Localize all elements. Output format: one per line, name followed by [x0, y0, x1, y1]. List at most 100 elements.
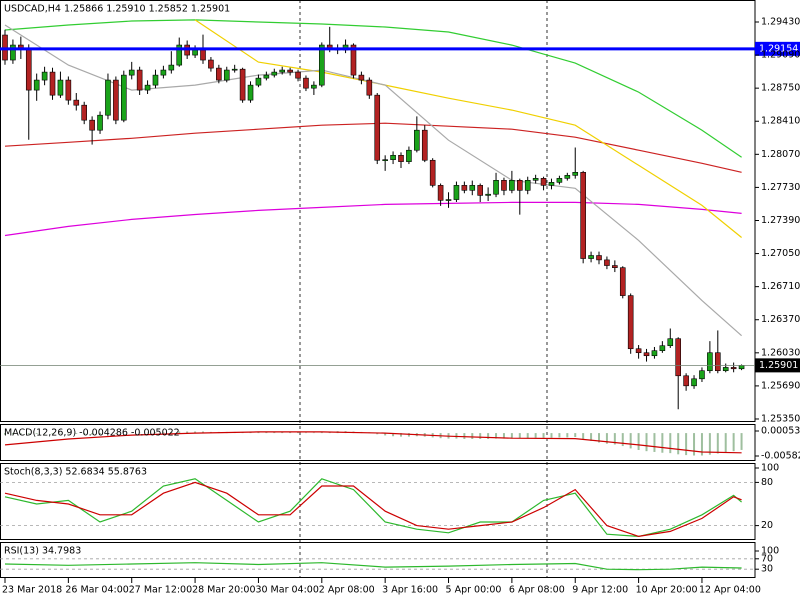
candle-body	[509, 180, 515, 191]
indicator-line	[4, 481, 742, 538]
panel-frame	[0, 463, 756, 540]
candle-body	[477, 185, 484, 196]
candle-body	[675, 338, 682, 377]
x-tick-label: 26 Mar 04:00	[65, 585, 128, 596]
candle-body	[374, 94, 381, 161]
candle-body	[390, 154, 396, 160]
candle-body	[493, 180, 499, 195]
candle-body	[651, 350, 658, 357]
y-tick-label: 1.26710	[761, 281, 800, 292]
x-tick-label: 6 Apr 08:00	[509, 585, 565, 596]
candle-body	[255, 77, 262, 86]
last-price-label: 1.25901	[759, 360, 798, 371]
candle-body	[659, 345, 666, 351]
candle-body	[667, 338, 674, 347]
candle-body	[287, 69, 293, 73]
candle-body	[485, 193, 491, 196]
candle-body	[501, 180, 507, 191]
candle-body	[89, 119, 95, 131]
y-tick-label: 1.27730	[761, 182, 800, 193]
panel-frame	[0, 542, 756, 578]
candle-body	[580, 172, 586, 259]
y-tick-label: 1.26370	[761, 314, 800, 325]
candle-body	[318, 44, 325, 86]
candle-body	[192, 49, 198, 56]
candle-body	[714, 352, 721, 372]
candle-body	[176, 44, 183, 66]
panel-frame	[0, 424, 756, 461]
y-tick-label: 1.29090	[761, 50, 800, 61]
candle-body	[25, 47, 32, 91]
x-tick-label: 3 Apr 16:00	[382, 585, 438, 596]
candle-body	[612, 265, 618, 268]
indicator-line	[4, 24, 742, 337]
y-tick-label: 1.25690	[761, 380, 800, 391]
x-tick-label: 12 Apr 04:00	[699, 585, 761, 596]
indicator-line	[4, 431, 742, 454]
candle-body	[279, 69, 286, 73]
panel-title: RSI(13) 34.7983	[4, 546, 81, 557]
candle-body	[208, 59, 214, 69]
candle-body	[121, 74, 127, 121]
candle-body	[49, 71, 56, 96]
candle-body	[619, 267, 626, 296]
candle-body	[73, 99, 80, 106]
candle-body	[564, 175, 571, 179]
candle-body	[572, 172, 579, 176]
candle-body	[231, 68, 238, 71]
candle-body	[311, 84, 317, 89]
candle-body	[128, 69, 135, 76]
y-tick-label: 100	[761, 546, 779, 557]
candle-body	[358, 74, 365, 81]
candle-body	[643, 352, 650, 357]
candle-body	[41, 71, 48, 81]
candle-body	[635, 348, 642, 354]
candle-body	[524, 180, 531, 191]
indicator-line	[4, 122, 742, 173]
y-tick-label: 20	[761, 520, 773, 531]
panel-frame	[0, 0, 756, 422]
candle-body	[271, 71, 278, 76]
y-tick-label: -0.005828	[761, 451, 800, 462]
candle-body	[414, 129, 420, 151]
candle-body	[263, 74, 270, 79]
candle-body	[366, 79, 373, 96]
y-tick-label: 1.28410	[761, 116, 800, 127]
candle-body	[105, 79, 111, 116]
candle-body	[33, 79, 40, 91]
candle-body	[469, 185, 476, 191]
candle-body	[683, 375, 689, 387]
candle-body	[65, 79, 72, 101]
candle-body	[691, 378, 697, 387]
candle-body	[136, 69, 143, 91]
candle-body	[540, 178, 547, 186]
y-tick-label: 1.26030	[761, 347, 800, 358]
y-tick-label: 1.27050	[761, 248, 800, 259]
indicator-line	[4, 201, 742, 237]
x-tick-label: 28 Mar 20:00	[192, 585, 255, 596]
y-tick-label: 30	[761, 564, 773, 575]
candle-body	[144, 84, 151, 91]
candle-body	[604, 259, 610, 266]
candle-body	[97, 114, 103, 131]
candle-body	[516, 180, 523, 191]
y-tick-label: 0.000531	[761, 426, 800, 437]
candle-body	[437, 185, 444, 201]
candle-body	[81, 104, 87, 121]
level-label-box	[755, 41, 800, 56]
x-tick-label: 2 Apr 08:00	[319, 585, 375, 596]
candle-body	[152, 74, 159, 86]
y-tick-label: 70	[761, 553, 773, 564]
candle-body	[548, 182, 555, 186]
candle-body	[699, 370, 705, 380]
x-tick-label: 10 Apr 20:00	[636, 585, 698, 596]
level-label: 1.29154	[759, 43, 798, 54]
candle-body	[223, 69, 230, 81]
candle-body	[406, 149, 412, 162]
last-price-box	[755, 358, 800, 373]
indicator-line	[4, 562, 742, 571]
x-tick-label: 30 Mar 04:00	[255, 585, 318, 596]
y-tick-label: 80	[761, 477, 773, 488]
indicator-line	[4, 19, 742, 158]
